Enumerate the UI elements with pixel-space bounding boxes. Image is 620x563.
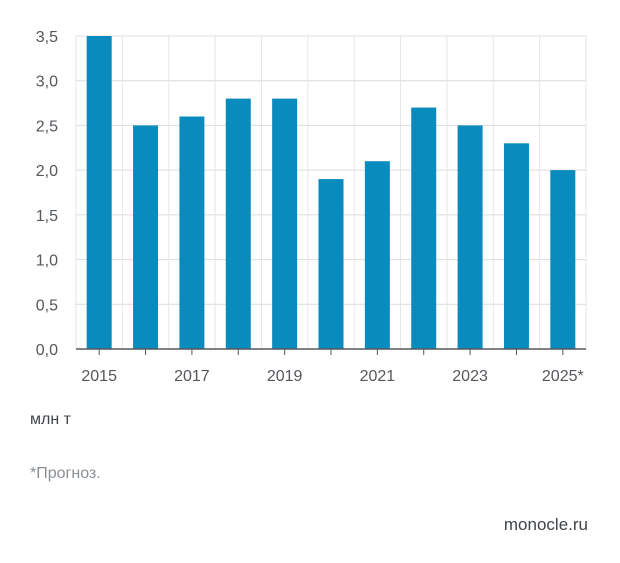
bar-2022 (411, 107, 437, 350)
bar-chart: 0,0 0,5 1,0 1,5 2,0 2,5 3,0 3,5 2015 2017 2019 202… (36, 29, 587, 385)
y-tick-label: 2,5 (36, 118, 58, 135)
y-tick-label: 1,0 (36, 253, 58, 270)
y-tick-label: 3,0 (36, 74, 58, 91)
forecast-footnote: *Прогноз. (30, 465, 101, 482)
x-tick-label: 2021 (360, 368, 396, 385)
bar-2023 (457, 125, 483, 349)
y-tick-label: 0,0 (36, 342, 58, 359)
bar-2024 (503, 143, 529, 349)
source-label: monocle.ru (503, 515, 588, 534)
x-tick-label: 2019 (267, 368, 303, 385)
bar-2025* (550, 170, 576, 349)
bar-2017 (179, 116, 205, 349)
x-tick-label: 2017 (174, 368, 210, 385)
gridlines (75, 35, 587, 350)
bar-2021 (364, 161, 390, 349)
y-tick-label: 3,5 (36, 29, 58, 46)
x-tick-label: 2015 (81, 368, 117, 385)
y-tick-label: 1,5 (36, 208, 58, 225)
bar-2018 (225, 98, 251, 349)
y-tick-label: 2,0 (36, 163, 58, 180)
unit-label: млн т (30, 411, 71, 428)
y-tick-label: 0,5 (36, 297, 58, 314)
bars (86, 36, 576, 350)
x-tick-label: 2023 (452, 368, 488, 385)
bar-2016 (133, 125, 159, 349)
y-axis-ticks: 0,0 0,5 1,0 1,5 2,0 2,5 3,0 3,5 (36, 29, 58, 359)
bar-2019 (272, 98, 298, 349)
x-axis-ticks: 2015 2017 2019 2021 2023 2025* (81, 349, 584, 385)
bar-2020 (318, 179, 344, 349)
bar-2015 (86, 36, 112, 349)
x-tick-label: 2025* (542, 368, 584, 385)
